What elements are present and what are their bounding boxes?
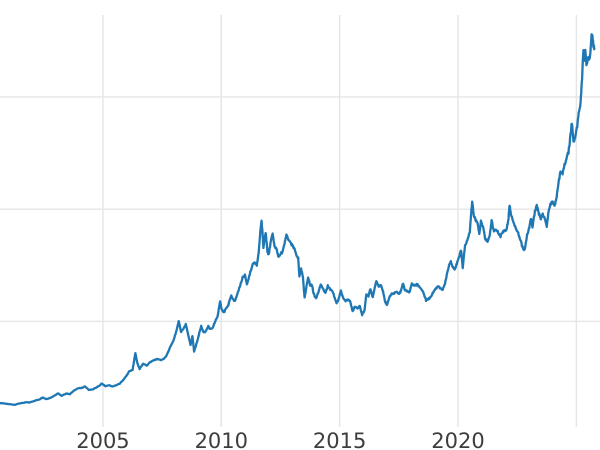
x-tick-label: 2015: [313, 429, 366, 450]
price-line-series: [0, 33, 596, 406]
x-tick-label: 2010: [195, 429, 248, 450]
x-tick-label: 2020: [431, 429, 484, 450]
x-tick-label: 2005: [76, 429, 129, 450]
